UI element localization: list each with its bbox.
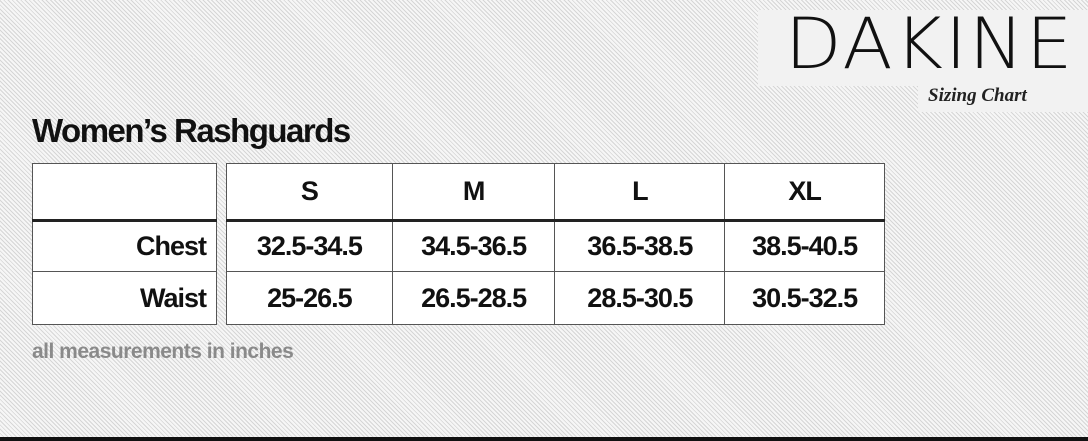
table-cell: 28.5-30.5 xyxy=(554,271,726,325)
dakine-logo: DAKINE xyxy=(785,3,1075,85)
table-cell: 32.5-34.5 xyxy=(226,220,393,272)
table-cell: 38.5-40.5 xyxy=(724,220,885,272)
bottom-border xyxy=(0,437,1088,441)
column-header: XL xyxy=(724,163,885,222)
empty-header-cell xyxy=(32,163,217,222)
logo-background xyxy=(758,10,1088,86)
row-label-chest: Chest xyxy=(32,220,217,272)
column-header: M xyxy=(391,163,556,222)
row-label-waist: Waist xyxy=(32,271,217,325)
table-cell: 30.5-32.5 xyxy=(724,271,885,325)
logo-subtitle: Sizing Chart xyxy=(928,85,1027,106)
table-cell: 26.5-28.5 xyxy=(391,271,556,325)
table-row: 25-26.5 26.5-28.5 28.5-30.5 30.5-32.5 xyxy=(226,271,885,325)
subtitle-background xyxy=(918,86,1088,112)
column-header: S xyxy=(226,163,393,222)
row-label-table: Chest Waist xyxy=(32,163,217,325)
measurement-note: all measurements in inches xyxy=(32,340,294,363)
table-cell: 34.5-36.5 xyxy=(391,220,556,272)
size-table: S M L XL 32.5-34.5 34.5-36.5 36.5-38.5 3… xyxy=(226,163,885,325)
table-cell: 36.5-38.5 xyxy=(554,220,726,272)
table-cell: 25-26.5 xyxy=(226,271,393,325)
table-row: 32.5-34.5 34.5-36.5 36.5-38.5 38.5-40.5 xyxy=(226,220,885,272)
column-header: L xyxy=(554,163,726,222)
table-header-row: S M L XL xyxy=(226,163,885,222)
page-title: Women’s Rashguards xyxy=(32,112,351,149)
